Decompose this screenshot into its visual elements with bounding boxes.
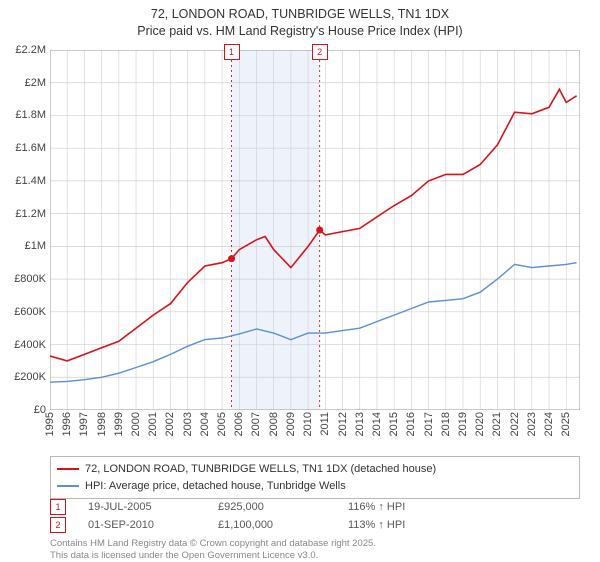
x-tick-label: 2010: [302, 412, 314, 436]
y-tick-label: £600K: [14, 306, 46, 318]
x-tick-label: 2012: [337, 412, 349, 436]
marker-row-1: 1 19-JUL-2005 £925,000 116% ↑ HPI: [50, 498, 580, 516]
x-tick-label: 2014: [371, 412, 383, 436]
x-tick-label: 2024: [543, 412, 555, 436]
x-tick-label: 1995: [44, 412, 56, 436]
x-tick-label: 2019: [457, 412, 469, 436]
chart-area: £0£200K£400K£600K£800K£1M£1.2M£1.4M£1.6M…: [50, 50, 580, 410]
x-tick-label: 1996: [61, 412, 73, 436]
x-tick-label: 1998: [96, 412, 108, 436]
y-tick-label: £1.8M: [15, 109, 46, 121]
legend-box: 72, LONDON ROAD, TUNBRIDGE WELLS, TN1 1D…: [50, 456, 580, 499]
marker-date-2: 01-SEP-2010: [88, 519, 218, 531]
legend-swatch-1: [57, 468, 79, 470]
marker-price-1: £925,000: [218, 501, 348, 513]
x-tick-label: 2021: [491, 412, 503, 436]
line-chart-svg: [50, 50, 580, 410]
x-tick-label: 2001: [147, 412, 159, 436]
y-tick-label: £1.6M: [15, 142, 46, 154]
x-tick-label: 2004: [199, 412, 211, 436]
x-tick-label: 2006: [233, 412, 245, 436]
x-tick-label: 2005: [216, 412, 228, 436]
y-tick-label: £1.2M: [15, 208, 46, 220]
y-tick-label: £1.4M: [15, 175, 46, 187]
x-tick-label: 2017: [423, 412, 435, 436]
marker-price-2: £1,100,000: [218, 519, 348, 531]
x-tick-label: 1999: [113, 412, 125, 436]
title-block: 72, LONDON ROAD, TUNBRIDGE WELLS, TN1 1D…: [0, 0, 600, 40]
legend-row: HPI: Average price, detached house, Tunb…: [57, 478, 573, 495]
x-tick-label: 2003: [182, 412, 194, 436]
chart-marker-badge: 2: [312, 44, 328, 60]
x-tick-label: 2000: [130, 412, 142, 436]
y-tick-label: £200K: [14, 371, 46, 383]
marker-badge-2: 2: [50, 517, 66, 533]
y-tick-label: £800K: [14, 273, 46, 285]
legend-label-2: HPI: Average price, detached house, Tunb…: [85, 478, 346, 495]
legend-swatch-2: [57, 485, 79, 487]
x-tick-label: 2013: [354, 412, 366, 436]
x-tick-label: 2023: [526, 412, 538, 436]
legend-label-1: 72, LONDON ROAD, TUNBRIDGE WELLS, TN1 1D…: [85, 461, 436, 478]
footer-line-1: Contains HM Land Registry data © Crown c…: [50, 538, 376, 550]
marker-table: 1 19-JUL-2005 £925,000 116% ↑ HPI 2 01-S…: [50, 498, 580, 534]
x-tick-label: 2002: [164, 412, 176, 436]
y-tick-label: £2.2M: [15, 44, 46, 56]
x-tick-label: 2011: [319, 412, 331, 436]
x-tick-label: 2020: [474, 412, 486, 436]
chart-marker-badge: 1: [224, 44, 240, 60]
title-line-1: 72, LONDON ROAD, TUNBRIDGE WELLS, TN1 1D…: [0, 6, 600, 23]
x-tick-label: 2016: [405, 412, 417, 436]
x-tick-label: 2015: [388, 412, 400, 436]
x-tick-label: 2009: [285, 412, 297, 436]
x-tick-label: 1997: [78, 412, 90, 436]
x-tick-label: 2018: [440, 412, 452, 436]
y-tick-label: £400K: [14, 339, 46, 351]
y-tick-label: £2M: [25, 77, 46, 89]
x-tick-label: 2022: [509, 412, 521, 436]
x-tick-label: 2025: [560, 412, 572, 436]
marker-row-2: 2 01-SEP-2010 £1,100,000 113% ↑ HPI: [50, 516, 580, 534]
marker-hpi-2: 113% ↑ HPI: [348, 519, 580, 531]
y-tick-label: £1M: [25, 240, 46, 252]
marker-hpi-1: 116% ↑ HPI: [348, 501, 580, 513]
title-line-2: Price paid vs. HM Land Registry's House …: [0, 23, 600, 40]
x-tick-label: 2008: [268, 412, 280, 436]
footer-attribution: Contains HM Land Registry data © Crown c…: [50, 538, 376, 562]
x-axis-labels: 1995199619971998199920002001200220032004…: [50, 412, 580, 452]
marker-date-1: 19-JUL-2005: [88, 501, 218, 513]
chart-container: 72, LONDON ROAD, TUNBRIDGE WELLS, TN1 1D…: [0, 0, 600, 560]
legend-row: 72, LONDON ROAD, TUNBRIDGE WELLS, TN1 1D…: [57, 461, 573, 478]
marker-badge-1: 1: [50, 499, 66, 515]
x-tick-label: 2007: [250, 412, 262, 436]
